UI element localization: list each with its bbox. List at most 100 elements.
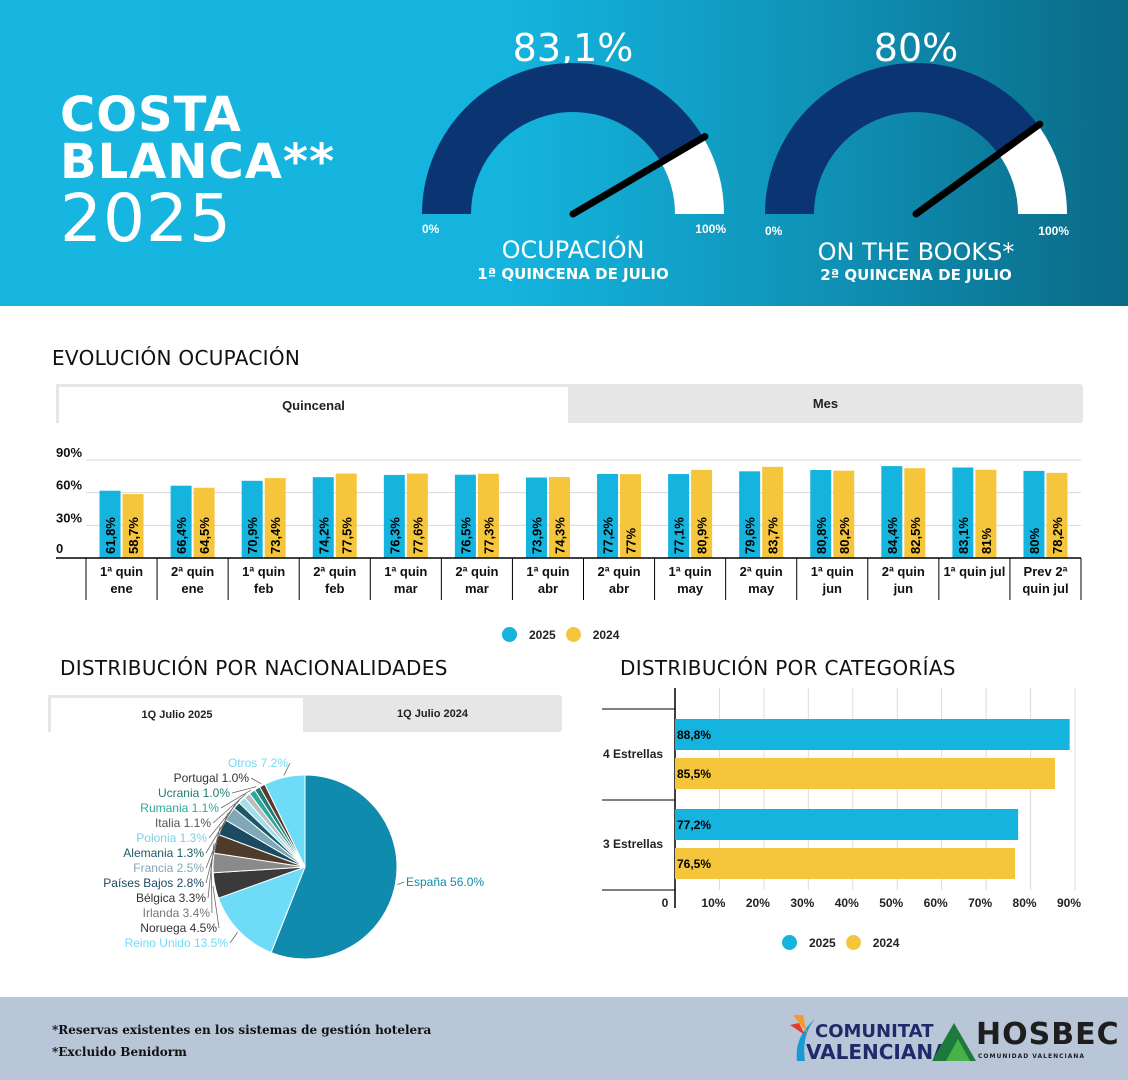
bar-2025[interactable] [170, 485, 192, 558]
x-tick-label: abr [538, 581, 558, 596]
pie-slice[interactable] [264, 774, 306, 868]
x-tick-label: 2ª quin [455, 564, 498, 579]
x-tick-label: may [748, 581, 775, 596]
bar-2025[interactable] [525, 477, 547, 558]
bar-data-label: 77% [624, 528, 639, 554]
pie-slice[interactable] [270, 774, 398, 960]
brand-title: COSTA BLANCA** 2025 [60, 91, 336, 257]
bar-2025[interactable] [810, 470, 832, 558]
y-tick-label: 0 [56, 541, 63, 556]
legend-item-2024[interactable]: 2024 [845, 935, 900, 950]
bar-data-label: 73,4% [268, 517, 283, 554]
bar-data-label: 83,1% [956, 517, 971, 554]
bar-2024[interactable] [904, 468, 926, 558]
bar-2025[interactable] [675, 719, 1070, 750]
x-tick-label: 10% [701, 896, 725, 910]
x-tick-label: mar [394, 581, 418, 596]
bar-data-label: 70,9% [245, 517, 260, 554]
gauge-on-the-books: 80% 0% 100% ON THE BOOKS* 2ª QUINCENA DE… [763, 26, 1069, 284]
tab-1q-julio-2025[interactable]: 1Q Julio 2025 [48, 695, 303, 732]
pie-slice[interactable] [217, 866, 306, 954]
logo-swoosh-red-icon [790, 1023, 805, 1035]
gauge-filled-arc [422, 62, 704, 215]
footnote-benidorm: *Excluido Benidorm [52, 1045, 187, 1059]
bar-2024[interactable] [675, 848, 1015, 879]
legend-item-2025[interactable]: 2025 [502, 627, 556, 642]
title-line-blanca: BLANCA** [60, 134, 336, 190]
gauge-dial [765, 63, 1067, 218]
bar-data-label: 77,5% [339, 517, 354, 554]
pie-slice-label: Alemania 1.3% [123, 846, 204, 860]
legend-dot-2025 [502, 627, 517, 642]
tab-1q-julio-2024[interactable]: 1Q Julio 2024 [397, 707, 468, 720]
tab-quincenal[interactable]: Quincenal [56, 384, 568, 423]
pie-slice-label: Noruega 4.5% [140, 921, 217, 935]
y-tick-label: 90% [56, 445, 82, 460]
pie-slice-label: Reino Unido 13.5% [125, 936, 229, 950]
bar-2025[interactable] [881, 466, 903, 558]
bar-data-label: 77,2% [677, 818, 711, 832]
legend-label-2025: 2025 [809, 935, 836, 950]
evolucion-legend: 2025 2024 [502, 627, 629, 642]
legend-label-2024: 2024 [872, 935, 900, 950]
bar-2024[interactable] [477, 473, 499, 558]
legend-item-2024[interactable]: 2024 [565, 627, 620, 642]
bar-2025[interactable] [597, 473, 619, 558]
x-tick-label: feb [325, 581, 345, 596]
bar-data-label: 61,8% [103, 517, 118, 554]
bar-data-label: 74,3% [552, 517, 567, 554]
pie-slice-label: Portugal 1.0% [174, 771, 250, 785]
pie-leader-line [229, 932, 238, 944]
pie-slice-label: Polonia 1.3% [136, 831, 207, 845]
x-tick-label: mar [465, 581, 489, 596]
bar-2024[interactable] [122, 494, 144, 558]
bar-2025[interactable] [675, 809, 1019, 840]
bar-data-label: 64,5% [197, 517, 212, 554]
hosbec-triangle-icon [932, 1023, 976, 1061]
title-line-year: 2025 [60, 180, 232, 257]
bar-2024[interactable] [548, 477, 570, 558]
hosbec-triangle-inner-icon [946, 1039, 970, 1061]
bar-2025[interactable] [241, 480, 263, 558]
x-tick-label: 0 [662, 896, 669, 910]
bar-2024[interactable] [675, 758, 1055, 789]
bar-2024[interactable] [691, 469, 713, 558]
x-tick-label: quin jul [1022, 581, 1068, 596]
pie-leader-line [283, 762, 291, 776]
pie-slice-label: Irlanda 3.4% [143, 906, 211, 920]
x-tick-label: 30% [790, 896, 814, 910]
bar-2024[interactable] [1046, 472, 1068, 558]
legend-label-2024: 2024 [592, 627, 620, 642]
logo-text-hosbec: HOSBEC [976, 1017, 1120, 1052]
categorias-bar-chart: 4 Estrellas 88,8% 85,5% 3 Estrellas 77,2% 76,… [602, 688, 1081, 910]
bar-2025[interactable] [99, 490, 121, 558]
gauge-filled-arc [765, 63, 1039, 215]
bar-2024[interactable] [335, 473, 357, 558]
bar-2024[interactable] [620, 474, 642, 558]
bar-2025[interactable] [383, 474, 405, 558]
legend-item-2025[interactable]: 2025 [782, 935, 836, 950]
tab-mes[interactable]: Mes [812, 396, 839, 411]
logo-text-valenciana: VALENCIANA [806, 1040, 949, 1064]
y-tick-label: 4 Estrellas [603, 747, 663, 761]
pie-slice-label: Ucrania 1.0% [158, 786, 230, 800]
bar-2025[interactable] [1023, 470, 1045, 558]
bar-2024[interactable] [762, 466, 784, 558]
bar-2024[interactable] [406, 473, 428, 558]
pie-leader-line [208, 798, 241, 839]
x-tick-label: 1ª quin [384, 564, 427, 579]
hosbec-logo [932, 1023, 976, 1061]
pie-leader-line [220, 789, 252, 809]
x-tick-label: 1ª quin [100, 564, 143, 579]
x-tick-label: 2ª quin [171, 564, 214, 579]
bar-2024[interactable] [975, 469, 997, 558]
bar-2024[interactable] [264, 478, 286, 558]
bar-2024[interactable] [193, 487, 215, 558]
bar-2025[interactable] [739, 471, 761, 558]
bar-2025[interactable] [312, 477, 334, 558]
bar-2025[interactable] [668, 474, 690, 558]
bar-2025[interactable] [454, 474, 476, 558]
bar-2024[interactable] [833, 470, 855, 558]
bar-2025[interactable] [952, 467, 974, 558]
pie-slice-label: Otros 7.2% [228, 756, 288, 770]
